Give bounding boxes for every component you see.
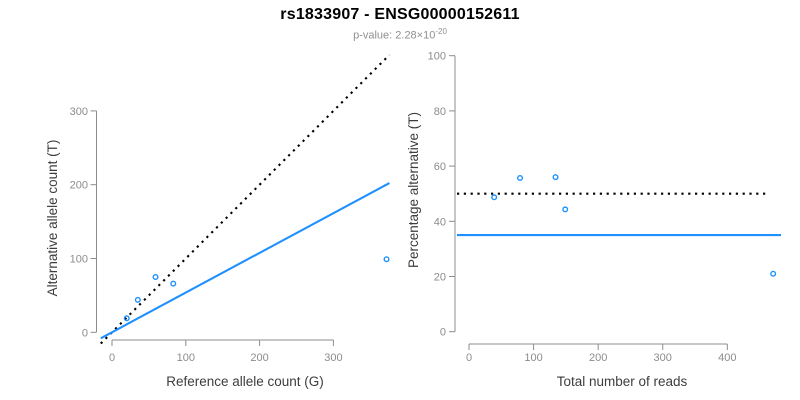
y-tick-label: 0 [440,327,446,339]
data-point [134,296,141,303]
allele-counts-y-axis-title: Alternative allele count (T) [45,140,60,297]
figure-title: rs1833907 - ENSG00000152611 [280,6,520,23]
x-tick-label: 100 [524,352,542,364]
y-tick-label: 80 [434,106,446,118]
data-point [152,273,159,280]
y-tick-label: 100 [428,51,446,63]
x-tick-label: 0 [109,352,115,364]
fit-line [100,182,390,340]
x-tick-label: 300 [324,352,342,364]
x-tick-label: 200 [589,352,607,364]
p-value-exponent: -20 [435,27,447,36]
data-point [552,174,559,181]
x-tick-label: 200 [250,352,268,364]
y-tick-label: 20 [434,272,446,284]
y-tick-label: 0 [82,327,88,339]
y-tick-label: 60 [434,161,446,173]
data-point [170,280,177,287]
data-point [770,270,777,277]
x-tick-label: 300 [654,352,672,364]
x-tick-label: 100 [177,352,195,364]
y-tick-label: 300 [70,106,88,118]
percentage-alternative-x-axis-title: Total number of reads [557,374,688,389]
data-point [123,315,130,322]
y-tick-label: 200 [70,180,88,192]
allele-counts-x-axis-title: Reference allele count (G) [166,374,324,389]
p-value-text: p-value: 2.28×10 [353,29,436,42]
identity-line [100,54,391,345]
x-tick-label: 0 [466,352,472,364]
data-point [491,194,498,201]
y-tick-label: 40 [434,216,446,228]
data-point [383,256,390,263]
data-point [517,174,524,181]
y-tick-label: 100 [70,254,88,266]
percentage-alternative-y-axis-title: Percentage alternative (T) [406,112,421,268]
x-tick-label: 400 [718,352,736,364]
data-point [562,206,569,213]
p-value-subtitle: p-value: 2.28×10-20 [0,27,800,42]
